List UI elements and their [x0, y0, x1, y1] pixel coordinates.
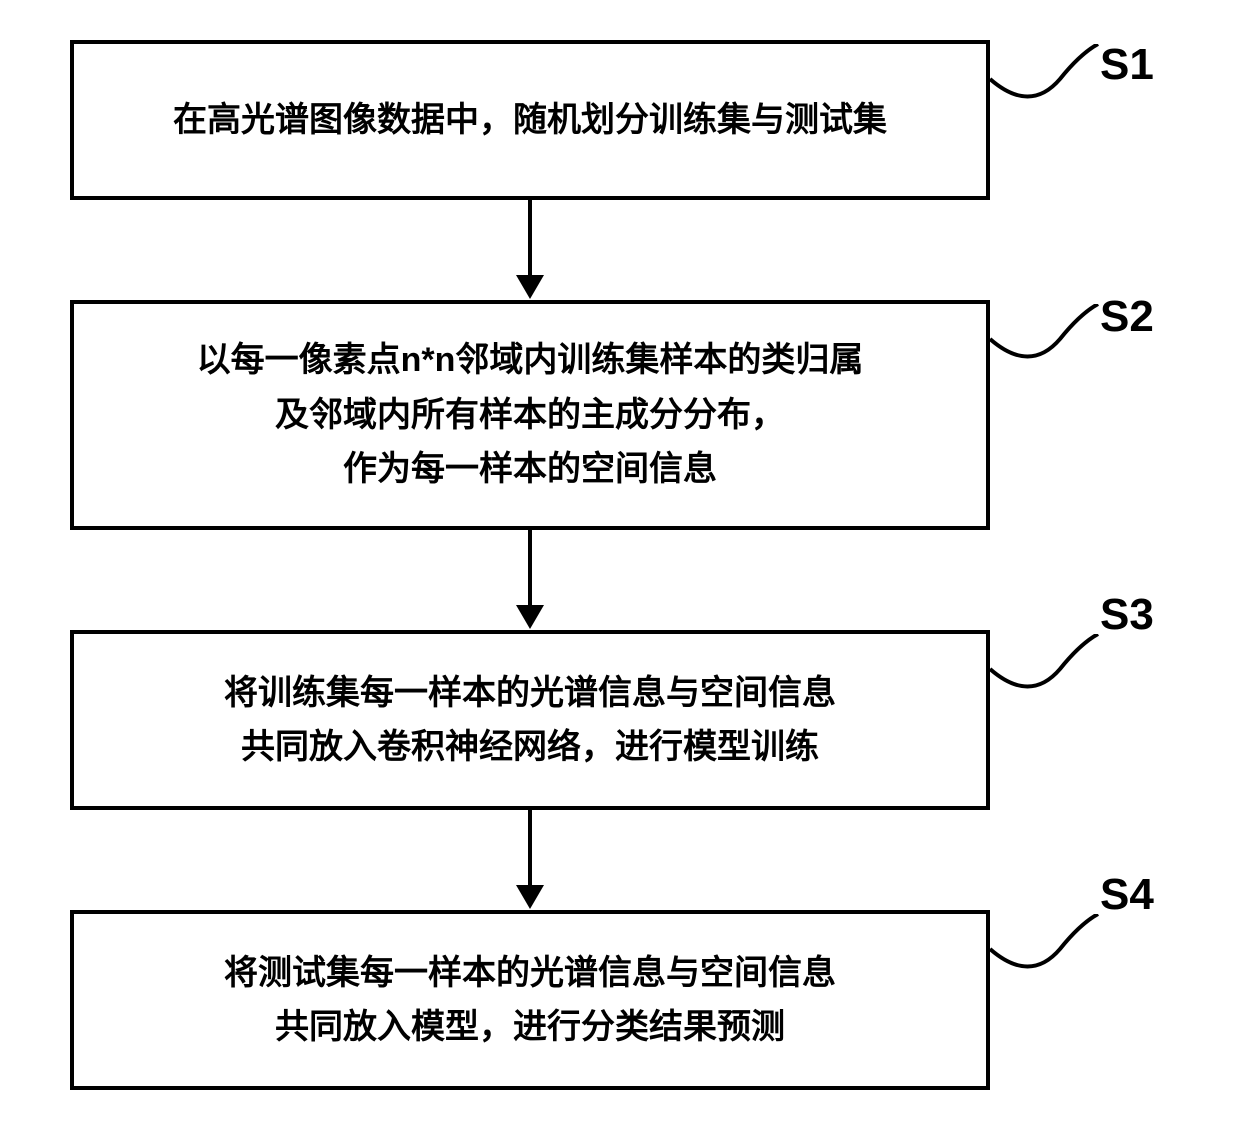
step-box-s1: 在高光谱图像数据中，随机划分训练集与测试集 [70, 40, 990, 200]
step-text-s1: 在高光谱图像数据中，随机划分训练集与测试集 [173, 93, 887, 147]
connector-s4 [990, 914, 1100, 984]
step-label-s4: S4 [1100, 870, 1154, 920]
step-box-s3: 将训练集每一样本的光谱信息与空间信息 共同放入卷积神经网络，进行模型训练 [70, 630, 990, 810]
connector-s1 [990, 44, 1100, 114]
step-box-s4: 将测试集每一样本的光谱信息与空间信息 共同放入模型，进行分类结果预测 [70, 910, 990, 1090]
step-label-s1: S1 [1100, 40, 1154, 90]
arrow-s2-s3 [516, 530, 544, 629]
step-label-s3: S3 [1100, 590, 1154, 640]
step-label-s2: S2 [1100, 292, 1154, 342]
connector-s2 [990, 304, 1100, 374]
step-text-s3: 将训练集每一样本的光谱信息与空间信息 共同放入卷积神经网络，进行模型训练 [224, 666, 836, 775]
step-box-s2: 以每一像素点n*n邻域内训练集样本的类归属 及邻域内所有样本的主成分分布， 作为… [70, 300, 990, 530]
connector-s3 [990, 634, 1100, 704]
arrow-s3-s4 [516, 810, 544, 909]
arrow-s1-s2 [516, 200, 544, 299]
step-text-s2: 以每一像素点n*n邻域内训练集样本的类归属 及邻域内所有样本的主成分分布， 作为… [197, 333, 864, 496]
step-text-s4: 将测试集每一样本的光谱信息与空间信息 共同放入模型，进行分类结果预测 [224, 946, 836, 1055]
